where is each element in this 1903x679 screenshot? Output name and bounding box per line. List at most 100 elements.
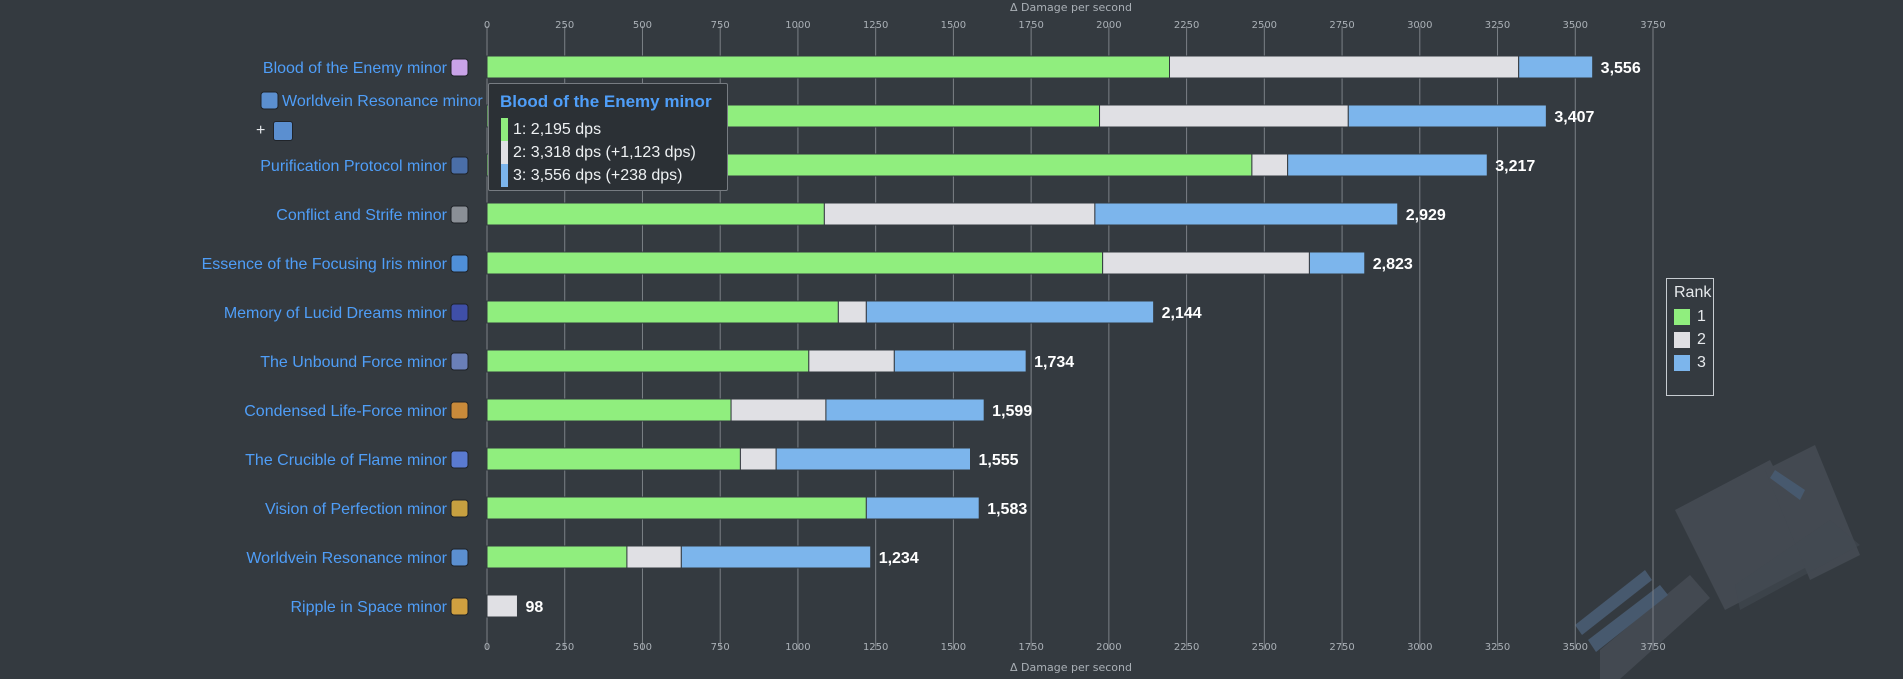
x-axis-title-bottom: Δ Damage per second <box>1010 661 1132 674</box>
bar-segment-rank-3 <box>775 447 972 471</box>
tooltip-swatch <box>501 118 508 141</box>
bar-total-label: 1,583 <box>987 501 1027 518</box>
x-tick-label-top: 2750 <box>1329 20 1354 31</box>
x-tick-label-top: 2000 <box>1096 20 1121 31</box>
tooltip-row-text: 2: 3,318 dps (+1,123 dps) <box>513 143 696 161</box>
bar-segment-rank-3 <box>1308 251 1366 275</box>
bar-total-label: 2,929 <box>1406 207 1446 224</box>
x-tick-label-top: 3000 <box>1407 20 1432 31</box>
category-label: Worldvein Resonance minor <box>282 93 483 110</box>
legend-label: 3 <box>1697 354 1706 371</box>
x-tick-label-bottom: 1250 <box>863 642 888 653</box>
x-tick-label-bottom: 2500 <box>1252 642 1277 653</box>
x-tick-label-top: 3250 <box>1485 20 1510 31</box>
bar-segment-rank-1 <box>486 545 628 569</box>
legend-swatch <box>1674 355 1690 371</box>
essence-icon <box>450 352 469 371</box>
plus-sign: + <box>256 122 266 139</box>
tooltip-row-rank-2: 2: 3,318 dps (+1,123 dps) <box>501 141 727 164</box>
bar-total-label: 3,407 <box>1554 109 1594 126</box>
category-label: Conflict and Strife minor <box>276 207 447 224</box>
category-label: Purification Protocol minor <box>260 158 447 175</box>
bar-segment-rank-3 <box>865 496 980 520</box>
bar-segment-rank-1 <box>486 398 732 422</box>
worldvein-resonance-icon <box>273 121 294 141</box>
tooltip-title: Blood of the Enemy minor <box>500 92 712 111</box>
bar-segment-rank-1 <box>486 55 1170 79</box>
essence-icon <box>450 205 469 224</box>
x-tick-label-top: 0 <box>484 20 490 31</box>
category-label: Worldvein Resonance minor <box>246 550 447 567</box>
x-tick-label-bottom: 0 <box>484 642 490 653</box>
bar-segment-rank-1 <box>486 202 825 226</box>
tooltip-row-text: 3: 3,556 dps (+238 dps) <box>513 166 683 184</box>
bar-segment-rank-2 <box>1099 104 1349 128</box>
x-tick-label-bottom: 3500 <box>1563 642 1588 653</box>
category-label: Ripple in Space minor <box>290 599 447 616</box>
bar-segment-rank-2 <box>730 398 827 422</box>
category-label: The Unbound Force minor <box>260 354 447 371</box>
x-tick-label-top: 3500 <box>1563 20 1588 31</box>
x-tick-label-bottom: 2750 <box>1329 642 1354 653</box>
bar-segment-rank-1 <box>486 496 867 520</box>
bar-segment-rank-3 <box>1347 104 1547 128</box>
essence-icon <box>450 450 469 469</box>
x-tick-label-bottom: 1750 <box>1018 642 1043 653</box>
essence-icon <box>450 156 469 175</box>
legend-swatch <box>1674 332 1690 348</box>
worldvein-resonance-second-line: + <box>256 121 294 141</box>
bar-segment-rank-1 <box>486 349 810 373</box>
category-label: Vision of Perfection minor <box>265 501 448 518</box>
x-tick-label-top: 3750 <box>1640 20 1665 31</box>
legend: Rank 1 2 3 <box>1666 278 1714 396</box>
legend-label: 2 <box>1697 331 1706 348</box>
tooltip-row-rank-3: 3: 3,556 dps (+238 dps) <box>501 164 727 187</box>
legend-item-rank-1[interactable]: 1 <box>1674 308 1713 326</box>
bar-total-label: 1,555 <box>979 452 1019 469</box>
x-tick-label-bottom: 500 <box>633 642 652 653</box>
bar-segment-rank-1 <box>486 300 839 324</box>
legend-label: 1 <box>1697 308 1706 325</box>
bar-segment-rank-3 <box>1287 153 1488 177</box>
x-tick-label-bottom: 750 <box>711 642 730 653</box>
bar-segment-rank-3 <box>825 398 985 422</box>
bar-total-label: 1,234 <box>879 550 919 567</box>
x-tick-label-top: 250 <box>555 20 574 31</box>
x-tick-label-bottom: 1500 <box>941 642 966 653</box>
bar-segment-rank-2 <box>486 594 518 618</box>
x-tick-label-top: 1500 <box>941 20 966 31</box>
x-tick-label-bottom: 3000 <box>1407 642 1432 653</box>
legend-swatch <box>1674 309 1690 325</box>
x-tick-label-top: 2500 <box>1252 20 1277 31</box>
x-tick-label-bottom: 1000 <box>785 642 810 653</box>
category-label: The Crucible of Flame minor <box>245 452 448 469</box>
legend-item-rank-3[interactable]: 3 <box>1674 354 1713 372</box>
essence-icon <box>450 548 469 567</box>
bar-segment-rank-2 <box>1102 251 1310 275</box>
category-label: Blood of the Enemy minor <box>263 60 448 77</box>
bar-total-label: 2,823 <box>1373 256 1413 273</box>
bar-segment-rank-1 <box>486 251 1104 275</box>
tooltip-row-rank-1: 1: 2,195 dps <box>501 118 727 141</box>
x-tick-label-bottom: 2000 <box>1096 642 1121 653</box>
essence-icon <box>450 254 469 273</box>
bar-total-label: 3,556 <box>1601 60 1641 77</box>
bar-total-label: 3,217 <box>1495 158 1535 175</box>
category-label: Condensed Life-Force minor <box>244 403 447 420</box>
x-tick-label-top: 1750 <box>1018 20 1043 31</box>
bar-segment-rank-2 <box>626 545 682 569</box>
bar-segment-rank-3 <box>680 545 872 569</box>
tooltip-swatch <box>501 141 508 164</box>
legend-item-rank-2[interactable]: 2 <box>1674 331 1713 349</box>
bar-segment-rank-1 <box>486 447 741 471</box>
x-tick-label-bottom: 3750 <box>1640 642 1665 653</box>
x-tick-label-top: 1000 <box>785 20 810 31</box>
essence-icon <box>450 597 469 616</box>
legend-title: Rank <box>1674 284 1712 301</box>
category-label: Memory of Lucid Dreams minor <box>224 305 448 322</box>
x-tick-label-bottom: 250 <box>555 642 574 653</box>
bar-segment-rank-3 <box>1094 202 1399 226</box>
x-tick-label-bottom: 2250 <box>1174 642 1199 653</box>
bar-segment-rank-2 <box>808 349 895 373</box>
